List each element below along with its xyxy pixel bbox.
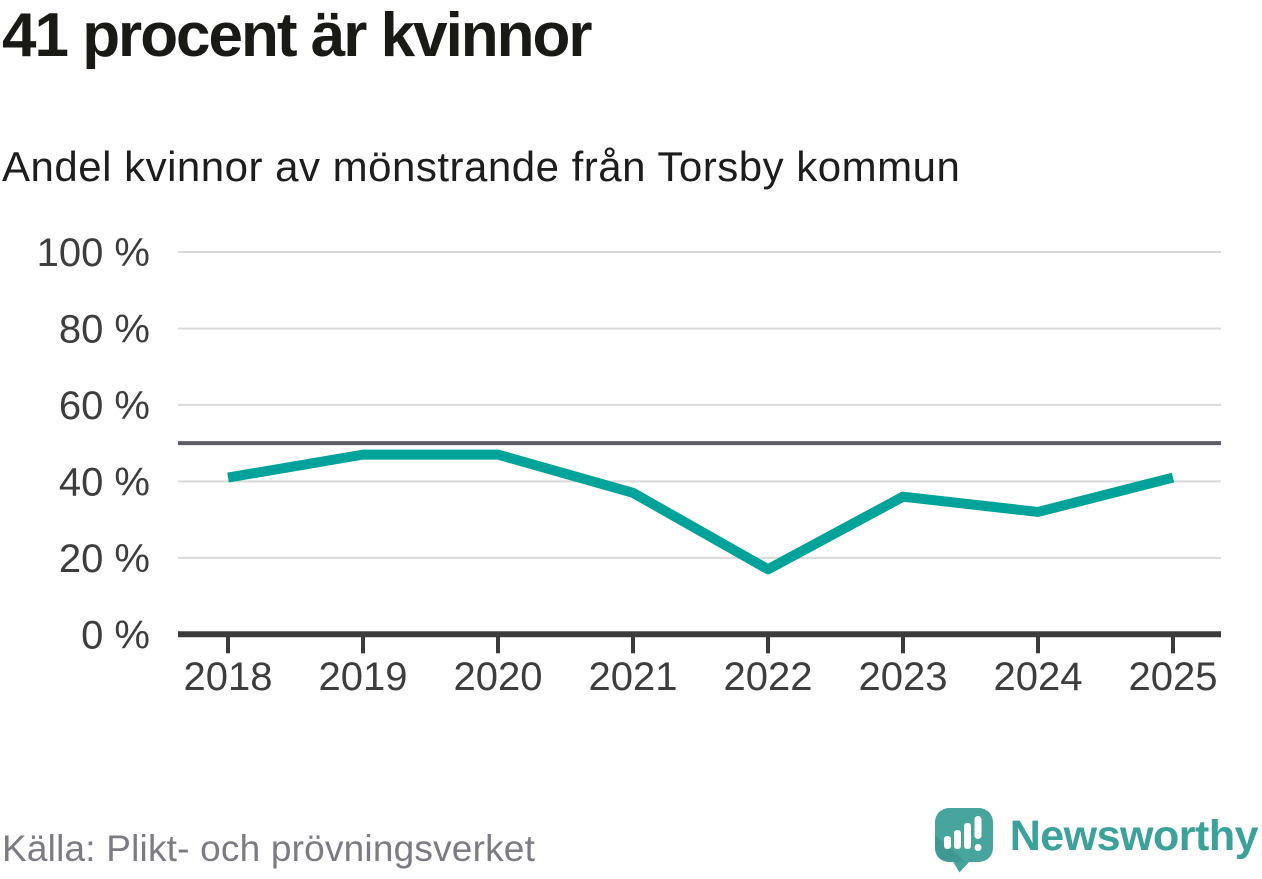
y-axis-label-0: 0 % [81, 613, 150, 657]
chart-subtitle: Andel kvinnor av mönstrande från Torsby … [2, 143, 961, 190]
source-attribution: Källa: Plikt- och prövningsverket [2, 828, 536, 869]
y-axis-label-100: 100 % [37, 231, 150, 275]
y-axis-label-80: 80 % [59, 307, 150, 351]
logo-bar-medium [953, 830, 961, 849]
x-axis-label-2020: 2020 [454, 655, 543, 699]
x-axis-label-2024: 2024 [994, 655, 1083, 699]
x-axis-label-2023: 2023 [859, 655, 948, 699]
newsworthy-logo: Newsworthy [930, 805, 1259, 873]
y-axis-label-60: 60 % [59, 384, 150, 428]
x-axis-label-2025: 2025 [1129, 655, 1218, 699]
logo-bubble-tail [951, 860, 971, 873]
newsworthy-logo-icon [934, 808, 993, 873]
newsworthy-wordmark: Newsworthy [1009, 811, 1259, 860]
x-axis-label-2018: 2018 [184, 655, 273, 699]
logo-exclamation-dot [974, 844, 982, 851]
y-axis-label-40: 40 % [59, 460, 150, 504]
x-axis-label-2022: 2022 [724, 655, 813, 699]
logo-exclamation-bar [974, 816, 982, 839]
x-axis-label-2019: 2019 [319, 655, 408, 699]
x-axis-label-2021: 2021 [589, 655, 678, 699]
data-line-andel [227, 449, 1175, 575]
logo-bar-small [943, 836, 951, 849]
chart-title: 41 procent är kvinnor [2, 1, 593, 70]
logo-bar-large [963, 823, 971, 849]
logo-bubble-shade [934, 835, 966, 862]
y-axis-label-20: 20 % [59, 537, 150, 581]
